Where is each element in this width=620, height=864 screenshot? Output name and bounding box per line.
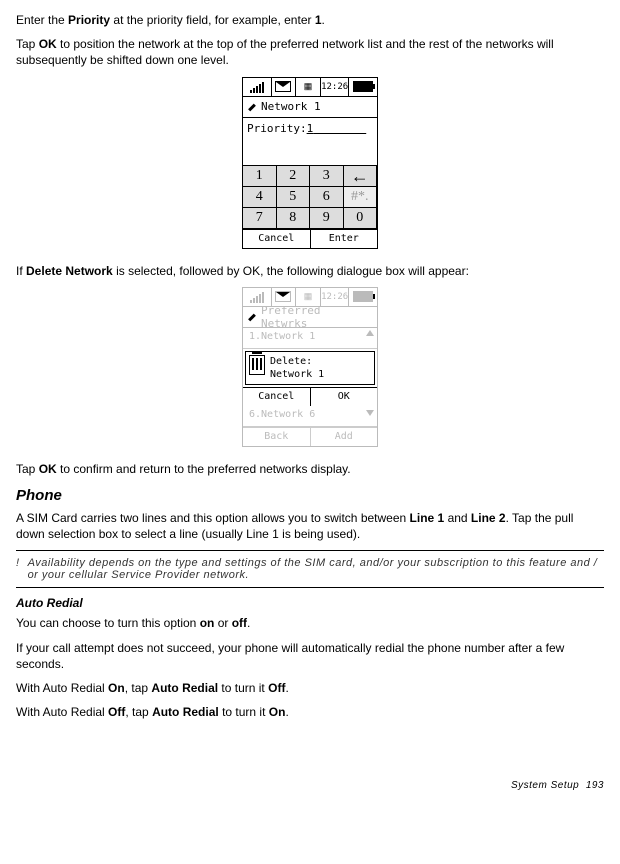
add-button[interactable]: Add <box>311 428 378 446</box>
scroll-up-icon <box>366 330 374 336</box>
bottom-softkeys: Back Add <box>243 427 377 446</box>
phone-screen-delete-dialog: ▦ 12:26 Preferred Netwrks 1.Network 1 De… <box>242 287 378 447</box>
divider <box>16 587 604 588</box>
back-button[interactable]: Back <box>243 428 311 446</box>
key-8[interactable]: 8 <box>276 207 311 229</box>
key-5[interactable]: 5 <box>276 186 311 208</box>
key-6[interactable]: 6 <box>309 186 344 208</box>
dialog-line-1: Delete: <box>270 356 324 367</box>
delete-dialog: Delete: Network 1 <box>245 351 375 385</box>
enter-button[interactable]: Enter <box>311 230 378 248</box>
auto-redial-heading: Auto Redial <box>16 596 604 610</box>
ok-button[interactable]: OK <box>311 388 378 406</box>
edit-icon <box>247 312 257 322</box>
priority-label: Priority: <box>247 122 307 135</box>
delete-network-line: If Delete Network is selected, followed … <box>16 263 604 279</box>
phone-heading: Phone <box>16 487 604 504</box>
dialog-line-2: Network 1 <box>270 369 324 380</box>
auto-redial-p3: With Auto Redial On, tap Auto Redial to … <box>16 680 604 696</box>
key-0[interactable]: 0 <box>343 207 378 229</box>
note-bang: ! <box>16 557 20 581</box>
key-symbols[interactable]: #*. <box>343 186 378 208</box>
key-7[interactable]: 7 <box>242 207 277 229</box>
list-item: 1.Network 1 <box>243 328 377 349</box>
auto-redial-p1: You can choose to turn this option on or… <box>16 615 604 631</box>
note-row: ! Availability depends on the type and s… <box>16 557 604 581</box>
trash-icon <box>248 354 266 382</box>
auto-redial-p2: If your call attempt does not succeed, y… <box>16 640 604 672</box>
screen-title: Network 1 <box>243 97 377 118</box>
phone-screen-priority-entry: ▦ 12:26 Network 1 Priority:1 1 2 3 ← 4 5… <box>242 77 378 249</box>
confirm-line: Tap OK to confirm and return to the pref… <box>16 461 604 477</box>
key-2[interactable]: 2 <box>276 165 311 187</box>
key-1[interactable]: 1 <box>242 165 277 187</box>
phone-paragraph: A SIM Card carries two lines and this op… <box>16 510 604 542</box>
backspace-icon: ← <box>351 169 369 183</box>
key-9[interactable]: 9 <box>309 207 344 229</box>
key-3[interactable]: 3 <box>309 165 344 187</box>
priority-word: Priority <box>68 13 110 27</box>
scroll-down-icon <box>366 410 374 416</box>
intro-line-1: Enter the Priority at the priority field… <box>16 12 604 28</box>
divider <box>16 550 604 551</box>
signal-icon <box>243 78 272 96</box>
key-backspace[interactable]: ← <box>343 165 378 187</box>
clock-time: 12:26 <box>321 78 350 96</box>
softkey-row: Cancel Enter <box>243 229 377 248</box>
cancel-button[interactable]: Cancel <box>243 230 311 248</box>
screen-title: Preferred Netwrks <box>243 307 377 328</box>
status-bar: ▦ 12:26 <box>243 78 377 97</box>
numeric-keypad: 1 2 3 ← 4 5 6 #*. 7 8 9 0 <box>243 166 377 229</box>
intro-line-2: Tap OK to position the network at the to… <box>16 36 604 68</box>
auto-redial-p4: With Auto Redial Off, tap Auto Redial to… <box>16 704 604 720</box>
mail-icon <box>272 78 297 96</box>
cancel-button[interactable]: Cancel <box>243 388 311 406</box>
list-item: 6.Network 6 <box>243 406 377 427</box>
edit-icon <box>247 102 257 112</box>
network-icon: ▦ <box>296 78 321 96</box>
priority-input-row: Priority:1 <box>243 118 377 166</box>
page-footer: System Setup 193 <box>16 780 604 791</box>
dialog-softkeys: Cancel OK <box>243 387 377 406</box>
key-4[interactable]: 4 <box>242 186 277 208</box>
battery-icon <box>349 78 377 96</box>
priority-value-example: 1 <box>315 13 322 27</box>
note-text: Availability depends on the type and set… <box>28 557 604 581</box>
